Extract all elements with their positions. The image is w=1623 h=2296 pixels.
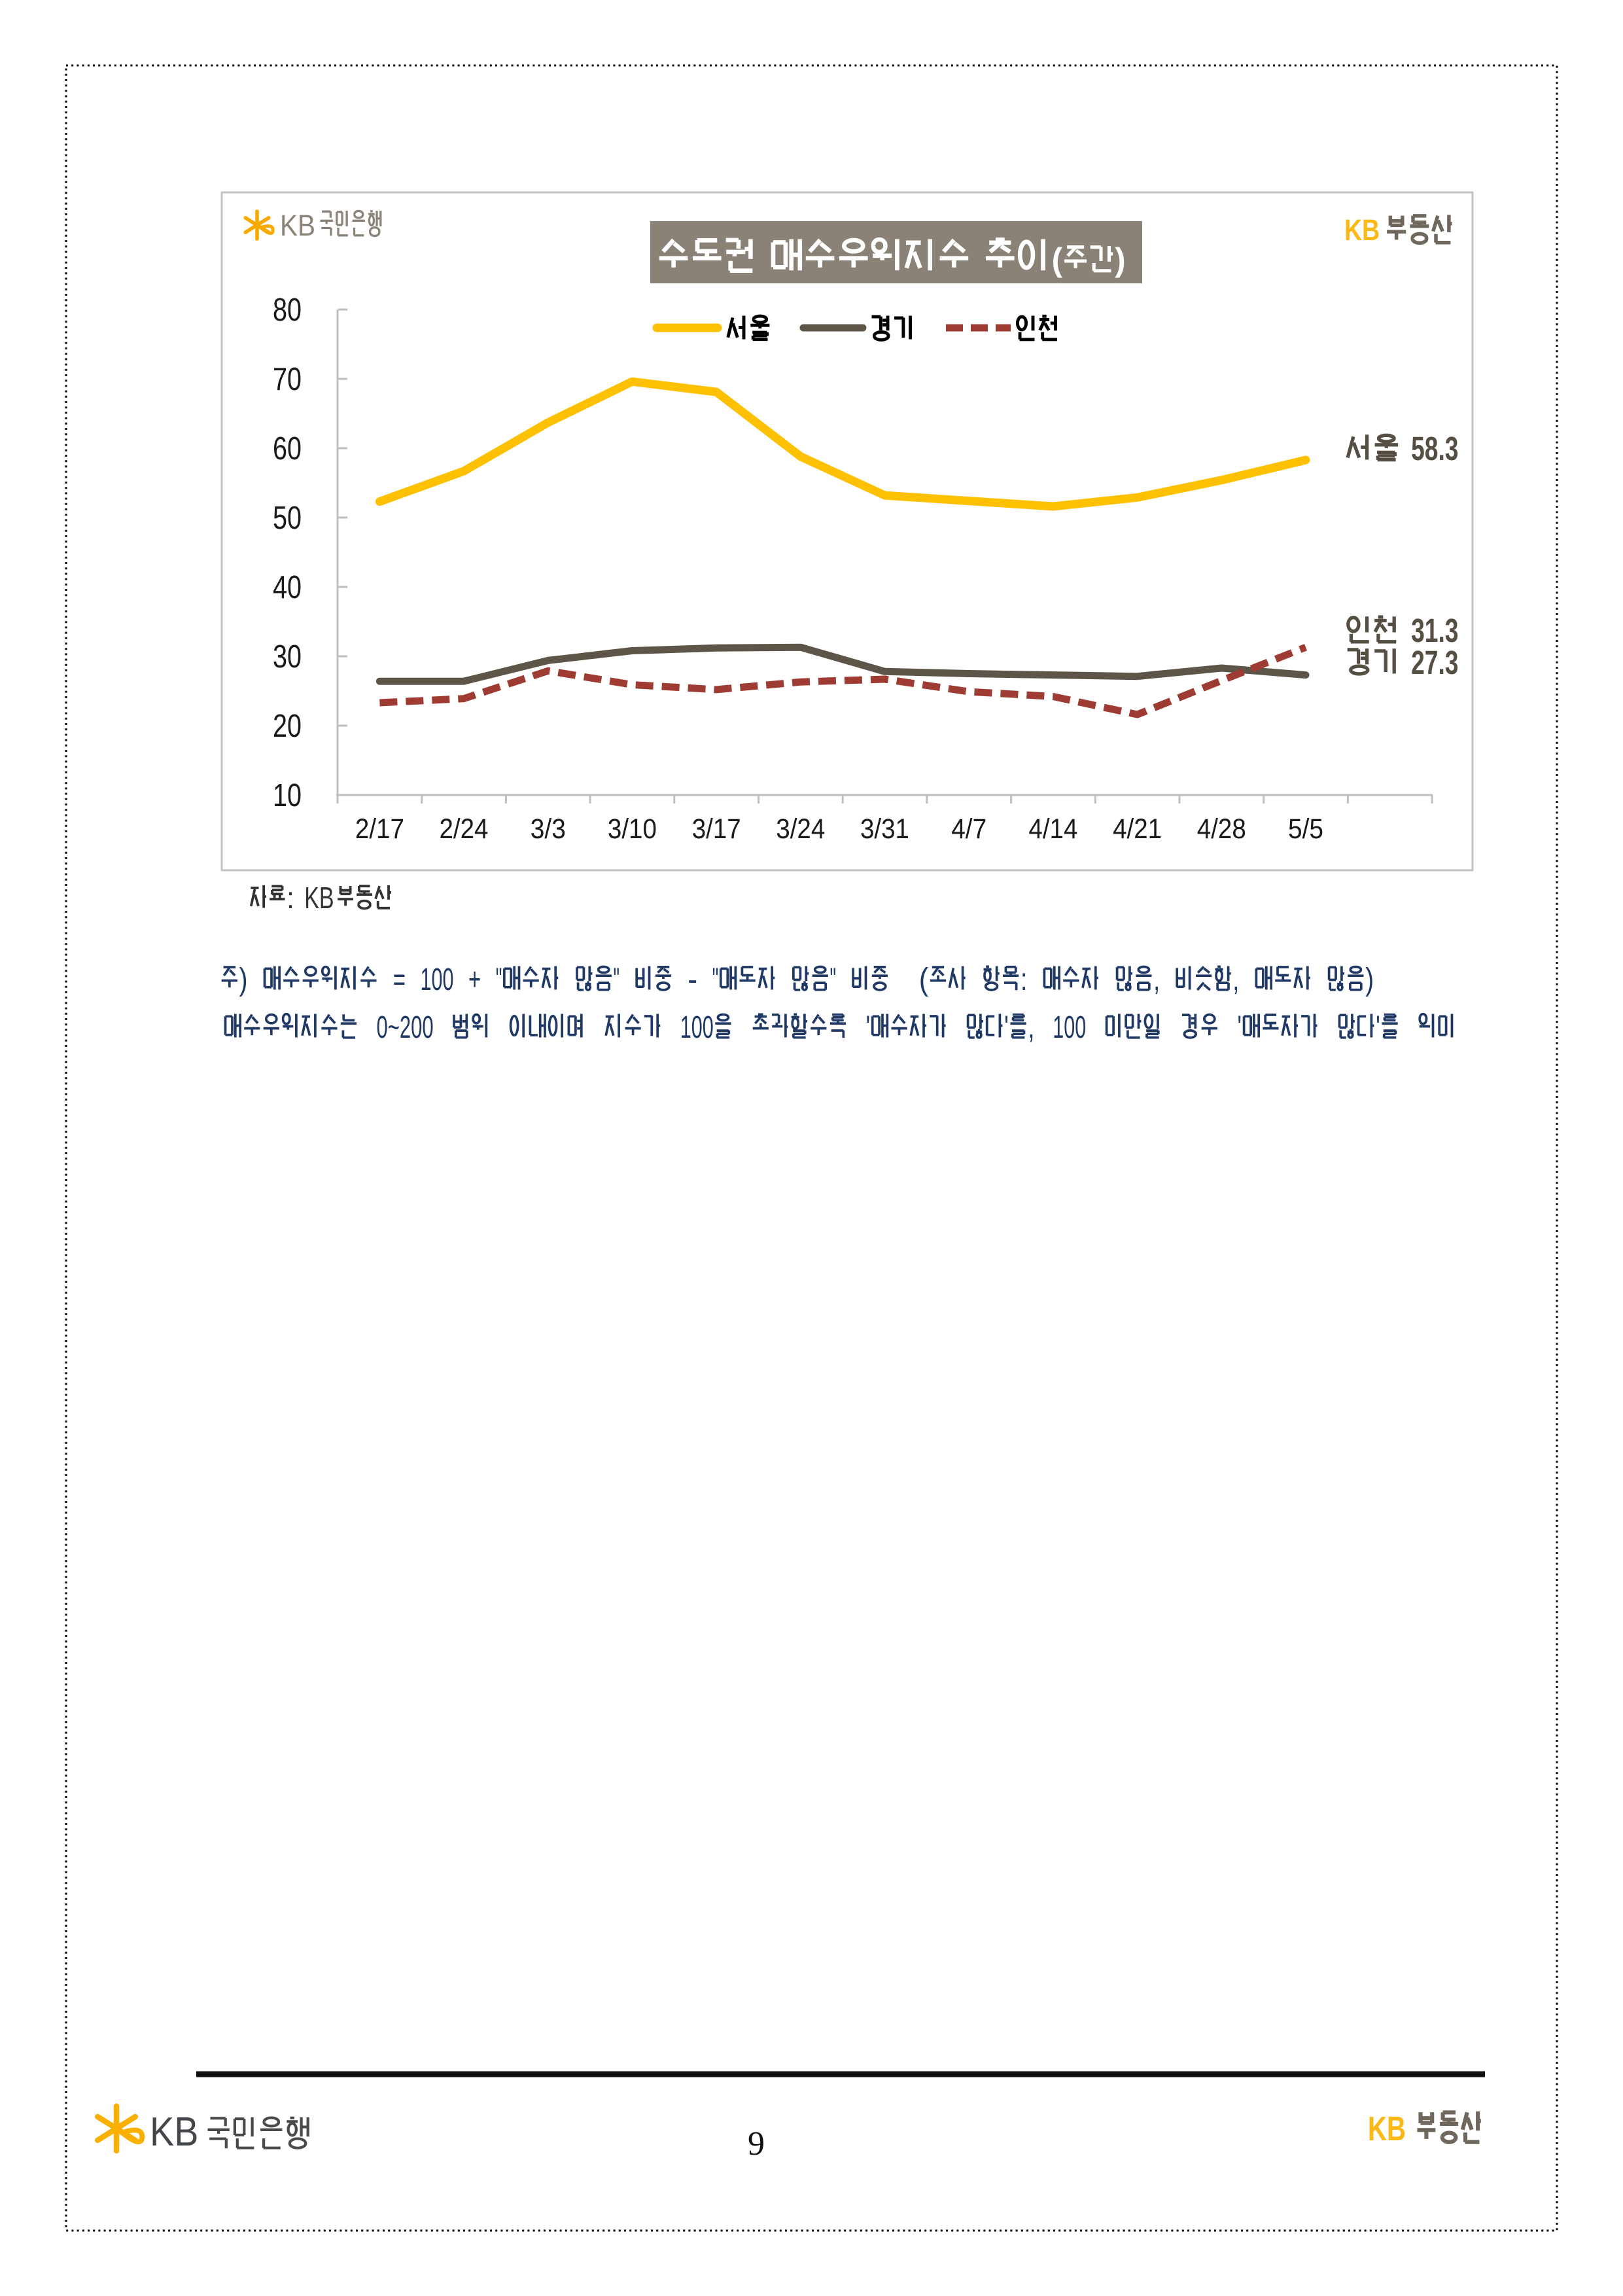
svg-text:3/24: 3/24 xyxy=(776,813,825,845)
svg-text:(: ( xyxy=(919,963,928,997)
svg-text:": " xyxy=(614,963,620,997)
svg-text:9: 9 xyxy=(748,2125,765,2163)
svg-text:20: 20 xyxy=(273,709,302,744)
svg-text:4/28: 4/28 xyxy=(1197,813,1246,845)
svg-text:': ' xyxy=(1004,1010,1009,1045)
svg-text:3/10: 3/10 xyxy=(608,813,657,845)
svg-text:': ' xyxy=(1376,1010,1380,1045)
svg-text:2/24: 2/24 xyxy=(440,813,489,845)
svg-text:4/14: 4/14 xyxy=(1028,813,1077,845)
svg-text:40: 40 xyxy=(273,570,302,605)
svg-text:60: 60 xyxy=(273,431,302,467)
svg-text:): ) xyxy=(1365,963,1374,997)
svg-text:): ) xyxy=(239,963,248,997)
svg-text:30: 30 xyxy=(273,639,302,675)
svg-text:KB: KB xyxy=(280,209,315,242)
svg-text:70: 70 xyxy=(273,362,302,397)
svg-text:100: 100 xyxy=(421,963,454,997)
svg-text:31.3: 31.3 xyxy=(1411,612,1458,649)
svg-text:58.3: 58.3 xyxy=(1411,430,1458,467)
svg-text:,: , xyxy=(1028,1010,1034,1045)
svg-text:-: - xyxy=(688,963,697,997)
svg-text:3/3: 3/3 xyxy=(531,813,566,845)
svg-text:2/17: 2/17 xyxy=(355,813,404,845)
svg-text:100: 100 xyxy=(680,1010,714,1045)
svg-text:3/17: 3/17 xyxy=(692,813,741,845)
svg-text:,: , xyxy=(1153,963,1160,997)
svg-text:=: = xyxy=(393,963,406,997)
svg-text:27.3: 27.3 xyxy=(1411,644,1458,681)
svg-text:4/21: 4/21 xyxy=(1113,813,1162,845)
svg-text:KB: KB xyxy=(304,881,334,915)
svg-text:5/5: 5/5 xyxy=(1288,813,1323,845)
svg-text:(: ( xyxy=(1052,241,1063,278)
svg-text::: : xyxy=(287,881,294,915)
svg-text:': ' xyxy=(866,1010,871,1045)
svg-text:+: + xyxy=(468,963,481,997)
svg-text:KB: KB xyxy=(1368,2110,1406,2148)
svg-text:KB: KB xyxy=(1344,213,1380,247)
svg-text:0~200: 0~200 xyxy=(377,1010,434,1045)
svg-text:4/7: 4/7 xyxy=(951,813,986,845)
svg-text:": " xyxy=(496,963,502,997)
svg-text:": " xyxy=(712,963,719,997)
svg-text:80: 80 xyxy=(273,292,302,328)
svg-text:3/31: 3/31 xyxy=(860,813,909,845)
svg-text:50: 50 xyxy=(273,501,302,536)
svg-text:': ' xyxy=(1237,1010,1242,1045)
svg-text:,: , xyxy=(1232,963,1239,997)
svg-text:KB: KB xyxy=(150,2110,198,2155)
svg-text:10: 10 xyxy=(273,778,302,813)
svg-text:": " xyxy=(830,963,837,997)
svg-text:100: 100 xyxy=(1053,1010,1086,1045)
svg-text::: : xyxy=(1021,963,1028,997)
svg-text:): ) xyxy=(1115,241,1126,278)
